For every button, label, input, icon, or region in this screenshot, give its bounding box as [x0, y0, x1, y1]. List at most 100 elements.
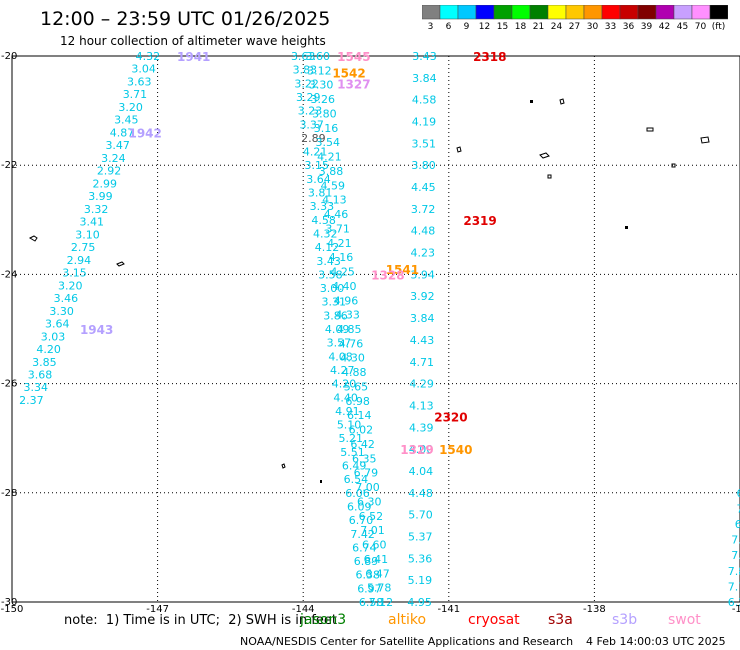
- wave-height-value: 5.36: [408, 552, 433, 565]
- wave-height-value: 3.68: [28, 369, 53, 382]
- wave-height-value: 3.92: [410, 290, 435, 303]
- wave-height-value: 4.13: [409, 399, 434, 412]
- satellite-legend-item: altiko: [388, 612, 427, 628]
- colorbar-label: 18: [514, 22, 527, 32]
- wave-height-value: 3.71: [123, 88, 148, 101]
- wave-height-value: 3.63: [127, 75, 152, 88]
- wave-height-value: 3.43: [316, 255, 341, 268]
- colorbar-label: 24: [550, 22, 563, 32]
- altimeter-tracks: 4.323.043.633.713.203.454.873.473.242.92…: [19, 50, 740, 609]
- wave-height-value: 4.23: [411, 247, 436, 260]
- lat-tick-label: -30: [1, 597, 17, 608]
- wave-height-value: 6.49: [342, 460, 367, 473]
- pass-time-label: 2318: [473, 50, 506, 64]
- wave-height-value: 3.51: [412, 137, 437, 150]
- wave-height-value: 6.02: [349, 424, 374, 437]
- wave-height-value: 6.35: [352, 452, 377, 465]
- wave-height-value: 6.38: [355, 569, 380, 582]
- island: [625, 226, 628, 229]
- wave-height-value: 4.21: [303, 146, 328, 159]
- colorbar-swatch: [439, 5, 459, 20]
- colorbar-swatch: [547, 5, 567, 20]
- wave-height-value: 4.08: [328, 350, 353, 363]
- colorbar: [422, 5, 728, 20]
- wave-height-value: 4.95: [407, 596, 432, 609]
- wave-height-value: 4.58: [412, 94, 437, 107]
- wave-height-value: 3.41: [80, 216, 105, 229]
- wave-height-value: 6.60: [362, 539, 387, 552]
- pass-time-label: 1942: [128, 126, 161, 140]
- wave-height-value: 5.10: [337, 419, 362, 432]
- wave-height-value: 6.97: [357, 582, 382, 595]
- wave-height-value: 3.04: [131, 63, 156, 76]
- island: [646, 127, 654, 132]
- wave-height-value: 3.20: [58, 279, 83, 292]
- wave-height-value: 6: [737, 487, 740, 500]
- pass-time-label: 1542: [332, 66, 365, 80]
- colorbar-label: 9: [463, 22, 470, 32]
- island: [456, 146, 462, 153]
- pass-time-label: 1943: [80, 323, 113, 337]
- wave-height-value: 2.89: [301, 132, 326, 145]
- wave-height-value: 3.80: [312, 107, 337, 120]
- wave-height-value: 3.64: [306, 173, 331, 186]
- wave-height-value: 5.21: [339, 432, 364, 445]
- satellite-legend-item: cryosat: [468, 612, 520, 628]
- colorbar-swatch: [529, 5, 549, 20]
- wave-height-value: 6.89: [354, 555, 379, 568]
- wave-height-value: 4.19: [412, 116, 437, 129]
- colorbar-label: 27: [568, 22, 581, 32]
- track-a: 4.323.043.633.713.203.454.873.473.242.92…: [19, 50, 160, 407]
- satellite-legend: jason3 altiko cryosat s3a s3b swot: [0, 612, 740, 630]
- colorbar-label: 12: [478, 22, 491, 32]
- wave-height-value: 6.74: [352, 541, 377, 554]
- wave-height-value: 5.37: [408, 530, 433, 543]
- wave-height-value: 4.71: [410, 356, 435, 369]
- wave-height-value: 3.30: [309, 79, 334, 92]
- colorbar-label: 33: [604, 22, 617, 32]
- wave-height-value: 4.87: [110, 126, 135, 139]
- satellite-legend-item: swot: [668, 612, 701, 628]
- island: [116, 261, 125, 267]
- wave-height-value: 7.7: [731, 534, 740, 547]
- wave-height-value: 3.72: [411, 203, 436, 216]
- wave-height-value: 3.85: [32, 356, 57, 369]
- pass-time-label: 2320: [434, 410, 467, 424]
- wave-height-value: 3.47: [105, 139, 130, 152]
- wave-height-value: 3.29: [296, 91, 321, 104]
- island: [539, 152, 550, 159]
- pass-time-label: 1328: [371, 268, 404, 282]
- colorbar-label: 3: [427, 22, 434, 32]
- wave-height-value: 6.70: [349, 514, 374, 527]
- colorbar-label: 70: [694, 22, 707, 32]
- wave-height-value: 4.96: [334, 294, 359, 307]
- satellite-legend-item: s3b: [612, 612, 638, 628]
- grid-lines: [12, 56, 740, 602]
- wave-height-value: 4.20: [36, 343, 61, 356]
- island: [671, 163, 676, 168]
- credit-text: NOAA/NESDIS Center for Satellite Applica…: [240, 635, 574, 648]
- island: [700, 136, 710, 144]
- wave-height-value: 3.99: [88, 190, 113, 203]
- wave-height-value: 6.41: [364, 553, 389, 566]
- colorbar-swatch: [601, 5, 621, 20]
- colorbar-swatch: [493, 5, 513, 20]
- wave-height-value: 6.98: [345, 395, 370, 408]
- wave-height-value: 7.00: [355, 481, 380, 494]
- wave-height-value: 6.54: [344, 473, 369, 486]
- wave-height-value: 3.58: [318, 268, 343, 281]
- wave-height-value: 4.04: [409, 465, 434, 478]
- wave-height-value: 7.5: [731, 549, 740, 562]
- wave-height-value: 2.75: [71, 241, 96, 254]
- lat-tick-label: -24: [1, 269, 17, 280]
- wave-height-value: 5.78: [367, 582, 392, 595]
- wave-height-value: 4.21: [327, 237, 352, 250]
- wave-height-value: 3.43: [412, 50, 437, 63]
- wave-height-value: 4.76: [339, 337, 364, 350]
- wave-height-value: 6.21: [728, 596, 740, 609]
- wave-height-value: 7.42: [350, 528, 375, 541]
- colorbar-swatch: [475, 5, 495, 20]
- wave-height-value: 4.45: [411, 181, 436, 194]
- colorbar-label: 30: [586, 22, 599, 32]
- wave-height-value: 3.94: [410, 268, 435, 281]
